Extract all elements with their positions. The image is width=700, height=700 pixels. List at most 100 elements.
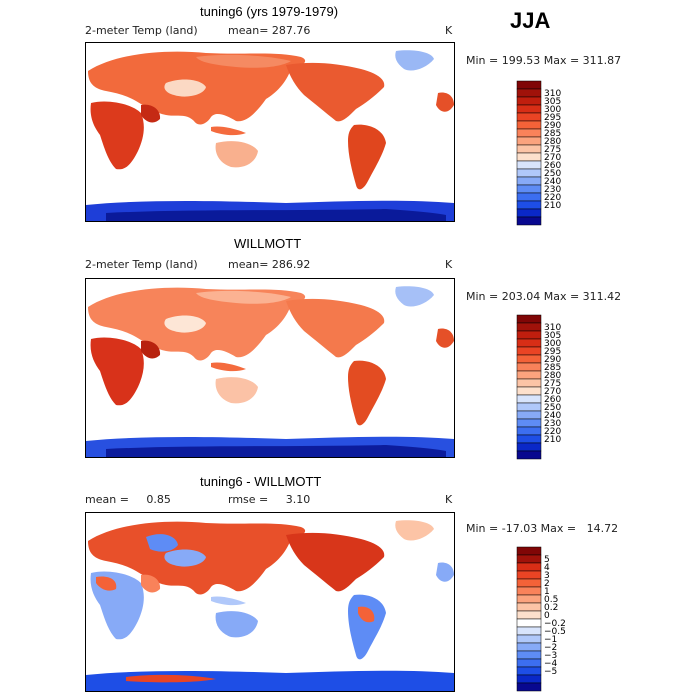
colorbar-swatch (516, 586, 542, 596)
colorbar-level-label: 250 (544, 403, 561, 413)
colorbar-swatch (516, 674, 542, 684)
panel3-greenland (395, 520, 434, 541)
panel2-indonesia (211, 362, 246, 372)
colorbar-swatch (516, 610, 542, 620)
panel3-minmax: Min = -17.03 Max = 14.72 (466, 522, 619, 535)
colorbar-level-label: 290 (544, 355, 561, 365)
colorbar-level-label: 5 (544, 555, 550, 565)
colorbar-swatch (516, 322, 542, 332)
panel1-europe-east (436, 92, 454, 112)
panel3-antarctica-red (126, 674, 216, 683)
colorbar-swatch (516, 394, 542, 404)
colorbar-level-label: 260 (544, 161, 561, 171)
colorbar-swatch (516, 144, 542, 154)
panel1-units: K (445, 24, 453, 37)
panel2-greenland (395, 286, 434, 307)
colorbar-level-label: 260 (544, 395, 561, 405)
colorbar-level-label: −1 (544, 635, 557, 645)
colorbar-level-label: 290 (544, 121, 561, 131)
colorbar-level-label: 220 (544, 427, 561, 437)
colorbar-swatch (516, 354, 542, 364)
panel1-mean: mean= 287.76 (228, 24, 311, 37)
colorbar-level-label: 0.5 (544, 595, 558, 605)
season-title: JJA (510, 8, 551, 33)
colorbar-swatch (516, 426, 542, 436)
panel1-colorbar: 310 305 300 295 290 285 280 275 270 260 250 240 230 2… (516, 80, 576, 230)
colorbar-swatch (516, 434, 542, 444)
colorbar-swatch (516, 562, 542, 572)
colorbar-level-label: 305 (544, 97, 561, 107)
panel1-title: tuning6 (yrs 1979-1979) (200, 4, 339, 19)
colorbar-swatch (516, 642, 542, 652)
colorbar-level-label: 0 (544, 611, 550, 621)
colorbar-swatch (516, 338, 542, 348)
colorbar-level-label: 240 (544, 411, 561, 421)
colorbar-level-label: −2 (544, 643, 557, 653)
colorbar-level-label: 310 (544, 323, 561, 333)
colorbar-level-label: 275 (544, 145, 561, 155)
colorbar-level-label: 270 (544, 387, 561, 397)
colorbar-level-label: 280 (544, 371, 561, 381)
panel3-namerica (286, 532, 385, 592)
colorbar-swatch (516, 618, 542, 628)
colorbar-swatch (516, 168, 542, 178)
panel2-title: WILLMOTT (234, 236, 302, 251)
colorbar-swatch (516, 200, 542, 210)
panel3-eurasia-blue-patch (146, 534, 178, 552)
panel1-tibet (164, 79, 206, 97)
colorbar-swatch (516, 594, 542, 604)
panel3-title: tuning6 - WILLMOTT (200, 474, 322, 489)
panel2-namerica (286, 298, 385, 358)
colorbar-swatch (516, 442, 542, 452)
colorbar-swatch (516, 346, 542, 356)
colorbar-level-label: −5 (544, 667, 557, 677)
colorbar-level-label: 240 (544, 177, 561, 187)
panel1-samerica (348, 124, 386, 190)
panel2-antarctica-interior (106, 445, 446, 457)
colorbar-swatch (516, 176, 542, 186)
colorbar-level-label: 230 (544, 419, 561, 429)
panel1-africa (90, 101, 144, 170)
colorbar-swatch (516, 112, 542, 122)
colorbar-level-label: 280 (544, 137, 561, 147)
colorbar-level-label: −3 (544, 651, 557, 661)
panel3-arabia (141, 574, 161, 593)
panel1-australia (215, 141, 258, 168)
colorbar-level-label: 230 (544, 185, 561, 195)
colorbar-swatch (516, 96, 542, 106)
colorbar-swatch (516, 386, 542, 396)
panel3-samerica (348, 594, 386, 660)
colorbar-swatch (516, 192, 542, 202)
colorbar-level-label: 275 (544, 379, 561, 389)
colorbar-level-label: 1 (544, 587, 550, 597)
colorbar-level-label: 300 (544, 105, 561, 115)
panel2-africa (90, 337, 144, 406)
colorbar-swatch (516, 184, 542, 194)
panel2-arabia (141, 340, 161, 359)
colorbar-level-label: 220 (544, 193, 561, 203)
colorbar-swatch (516, 402, 542, 412)
colorbar-level-label: 295 (544, 347, 561, 357)
panel3-tibet (164, 549, 206, 567)
colorbar-swatch (516, 658, 542, 668)
panel1-arabia (141, 104, 161, 123)
panel3-mean: mean = 0.85 (85, 493, 171, 506)
colorbar-swatch (516, 88, 542, 98)
panel2-units: K (445, 258, 453, 271)
panel3-europe-east (436, 562, 454, 582)
panel3-colorbar: 5 4 3 2 1 0.5 0.2 0 −0.2 −0.5 −1 −2 −3 −4 −5 (516, 546, 576, 696)
colorbar-swatch (516, 152, 542, 162)
colorbar-swatch (516, 330, 542, 340)
colorbar-level-label: 0.2 (544, 603, 558, 613)
panel1-minmax: Min = 199.53 Max = 311.87 (466, 54, 622, 67)
colorbar-swatch (516, 216, 542, 226)
panel1-greenland (395, 50, 434, 71)
colorbar-level-label: −4 (544, 659, 558, 669)
colorbar-swatch (516, 128, 542, 138)
panel3-samerica-red (358, 606, 375, 623)
panel3-indonesia (211, 596, 246, 606)
panel1-variable: 2-meter Temp (land) (85, 24, 198, 37)
panel2-samerica (348, 360, 386, 426)
colorbar-level-label: 3 (544, 571, 550, 581)
panel2-europe-east (436, 328, 454, 348)
